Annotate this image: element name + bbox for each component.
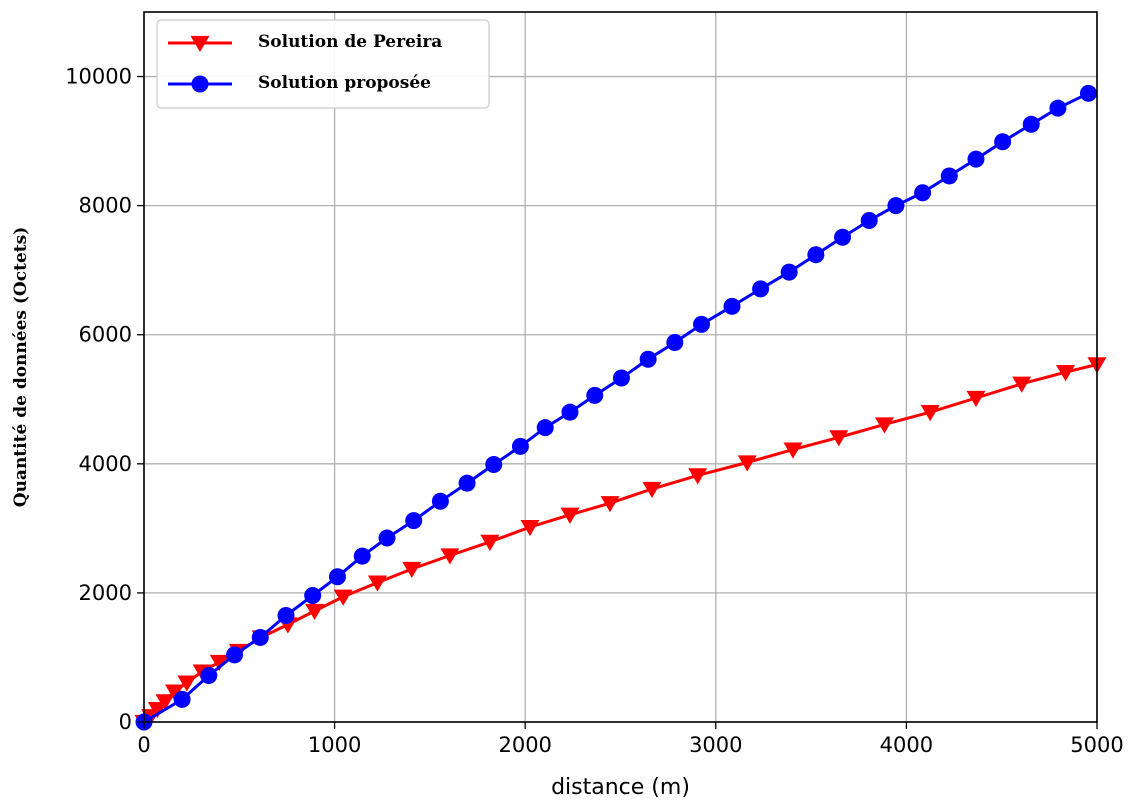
- data-point: [226, 646, 244, 664]
- data-point: [177, 675, 197, 692]
- y-tick-label: 8000: [79, 194, 132, 218]
- data-point: [642, 481, 662, 499]
- data-point: [914, 184, 932, 202]
- y-axis-label: Quantité de données (Octets): [11, 227, 31, 507]
- data-point: [1012, 376, 1032, 393]
- series-line: [144, 362, 1097, 722]
- data-point: [251, 628, 269, 646]
- legend: Solution de Pereira Solution proposée: [156, 19, 490, 109]
- legend-marker: [190, 35, 210, 53]
- data-point: [458, 474, 476, 492]
- data-point: [378, 529, 396, 547]
- data-point: [693, 315, 711, 333]
- data-point: [666, 333, 684, 351]
- series-1: [144, 362, 1097, 722]
- data-point: [688, 468, 708, 485]
- data-point: [752, 280, 770, 298]
- data-point: [405, 512, 423, 530]
- series-markers: [134, 357, 1107, 732]
- data-point: [367, 575, 387, 592]
- y-tick-label: 4000: [79, 452, 132, 476]
- data-point: [209, 654, 229, 671]
- y-tick-label: 6000: [79, 323, 132, 347]
- data-point: [967, 150, 985, 168]
- data-point: [723, 297, 741, 315]
- data-point: [520, 519, 540, 537]
- data-point: [600, 496, 620, 513]
- data-point: [333, 589, 353, 606]
- data-point: [431, 492, 449, 510]
- data-point: [780, 263, 798, 281]
- data-point: [402, 561, 422, 579]
- data-point: [1079, 84, 1097, 102]
- legend-label: Solution proposée: [258, 73, 431, 93]
- x-tick-label: 1000: [308, 733, 361, 757]
- series-layer: [134, 84, 1107, 732]
- data-point: [920, 405, 940, 422]
- x-tick-label: 3000: [689, 733, 742, 757]
- x-tick-label: 2000: [498, 733, 551, 757]
- x-tick-label: 0: [137, 733, 150, 757]
- x-tick-label: 4000: [880, 733, 933, 757]
- data-point: [737, 455, 757, 472]
- x-axis-label: distance (m): [551, 775, 690, 800]
- data-point: [561, 403, 579, 421]
- y-tick-label: 0: [119, 710, 132, 734]
- data-point: [164, 684, 184, 701]
- y-tick-label: 10000: [65, 65, 132, 89]
- y-tick-label: 2000: [79, 581, 132, 605]
- data-point: [536, 419, 554, 437]
- data-point: [147, 701, 167, 719]
- data-point: [511, 437, 529, 455]
- axis-ticks: 0 1000 2000 3000 4000 5000 0 2000 4000 6000 8000 10…: [65, 65, 1124, 757]
- data-point: [1056, 365, 1076, 382]
- legend-label: Solution de Pereira: [258, 32, 442, 52]
- data-point: [1049, 99, 1067, 117]
- data-point: [1022, 115, 1040, 133]
- data-point: [277, 607, 295, 624]
- data-point: [829, 430, 849, 447]
- x-tick-label: 5000: [1070, 733, 1123, 757]
- data-point: [560, 507, 580, 524]
- data-point: [155, 694, 175, 711]
- data-point: [586, 386, 604, 404]
- data-point: [353, 547, 371, 565]
- data-point: [200, 667, 218, 685]
- data-point: [834, 228, 852, 246]
- data-point: [440, 548, 460, 565]
- data-point: [612, 369, 630, 387]
- data-point: [874, 417, 894, 434]
- data-point: [304, 586, 322, 604]
- data-point: [860, 211, 878, 229]
- legend-marker: [191, 75, 209, 93]
- data-point: [639, 350, 657, 368]
- data-point: [305, 603, 325, 621]
- legend-box: [156, 19, 490, 109]
- data-point: [887, 197, 905, 215]
- data-point: [783, 442, 803, 459]
- plot-frame: [143, 11, 1098, 723]
- data-point: [940, 167, 958, 185]
- data-point: [807, 246, 825, 264]
- series-markers: [135, 84, 1097, 731]
- data-point: [173, 690, 191, 708]
- data-point: [966, 390, 986, 408]
- data-point: [485, 455, 503, 473]
- data-point: [480, 534, 500, 551]
- data-point: [328, 568, 346, 586]
- data-point: [994, 133, 1012, 151]
